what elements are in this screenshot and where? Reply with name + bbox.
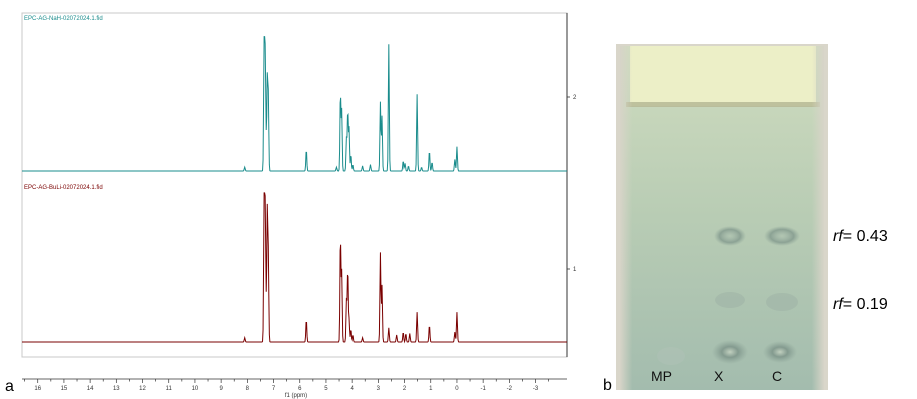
rf-prefix-upper: rf <box>833 228 843 245</box>
tlc-plate-photo: MP X C <box>616 44 828 390</box>
x-axis-ticks: 16 15 14 13 12 11 10 9 8 7 6 5 4 3 2 1 0 -1 -2 -3 <box>24 379 550 392</box>
x-tick-label: -2 <box>507 386 513 392</box>
x-tick-label: 12 <box>139 386 146 392</box>
x-tick-label: -1 <box>480 386 486 392</box>
spot-c-upper <box>764 226 800 246</box>
spot-mp-baseline <box>657 347 685 365</box>
series-label-nah: EPC-AG-NaH-02072024.1.fid <box>24 16 103 22</box>
y-tick-label: 1 <box>573 267 577 273</box>
spot-c-baseline <box>763 341 797 363</box>
lane-label-c: C <box>772 368 783 384</box>
x-axis-label: f1 (ppm) <box>285 393 307 399</box>
rf-prefix-lower: rf <box>833 296 843 313</box>
spot-x-baseline <box>712 340 748 364</box>
series-label-buli: EPC-AG-BuLi-02072024.1.fid <box>24 185 103 191</box>
x-tick-label: 4 <box>350 386 354 392</box>
x-tick-label: 10 <box>192 386 199 392</box>
panel-letter-b: b <box>603 377 612 394</box>
x-tick-label: 14 <box>87 386 94 392</box>
y-tick-label: 2 <box>573 95 577 101</box>
x-tick-label: 8 <box>246 386 250 392</box>
x-tick-label: 1 <box>429 386 433 392</box>
x-tick-label: 7 <box>272 386 276 392</box>
rf-value-upper: = 0.43 <box>842 228 888 245</box>
spectrum-line-buli <box>22 192 567 344</box>
x-tick-label: 2 <box>403 386 407 392</box>
x-tick-label: 5 <box>324 386 328 392</box>
x-tick-label: 3 <box>377 386 381 392</box>
nmr-spectra-figure: EPC-AG-NaH-02072024.1.fid EPC-AG-BuLi-02… <box>21 12 577 399</box>
x-tick-label: 16 <box>34 386 41 392</box>
panel-letter-a: a <box>5 378 14 395</box>
lane-label-mp: MP <box>651 368 672 384</box>
x-tick-label: 6 <box>298 386 302 392</box>
rf-label-upper: rf= 0.43 <box>833 228 888 246</box>
x-tick-label: 13 <box>113 386 120 392</box>
y-axis-ticks: 21 <box>567 95 577 273</box>
spectrum-line-nah <box>22 36 567 172</box>
x-tick-label: 9 <box>219 386 223 392</box>
plot-frame <box>21 12 568 358</box>
x-tick-label: -3 <box>533 386 539 392</box>
lane-label-x: X <box>714 368 724 384</box>
spot-x-upper <box>714 226 746 246</box>
rf-label-lower: rf= 0.19 <box>833 296 888 314</box>
x-tick-label: 15 <box>61 386 68 392</box>
x-tick-label: 11 <box>166 386 173 392</box>
x-tick-label: 0 <box>455 386 459 392</box>
rf-value-lower: = 0.19 <box>842 296 888 313</box>
tlc-plate-image <box>616 44 828 390</box>
